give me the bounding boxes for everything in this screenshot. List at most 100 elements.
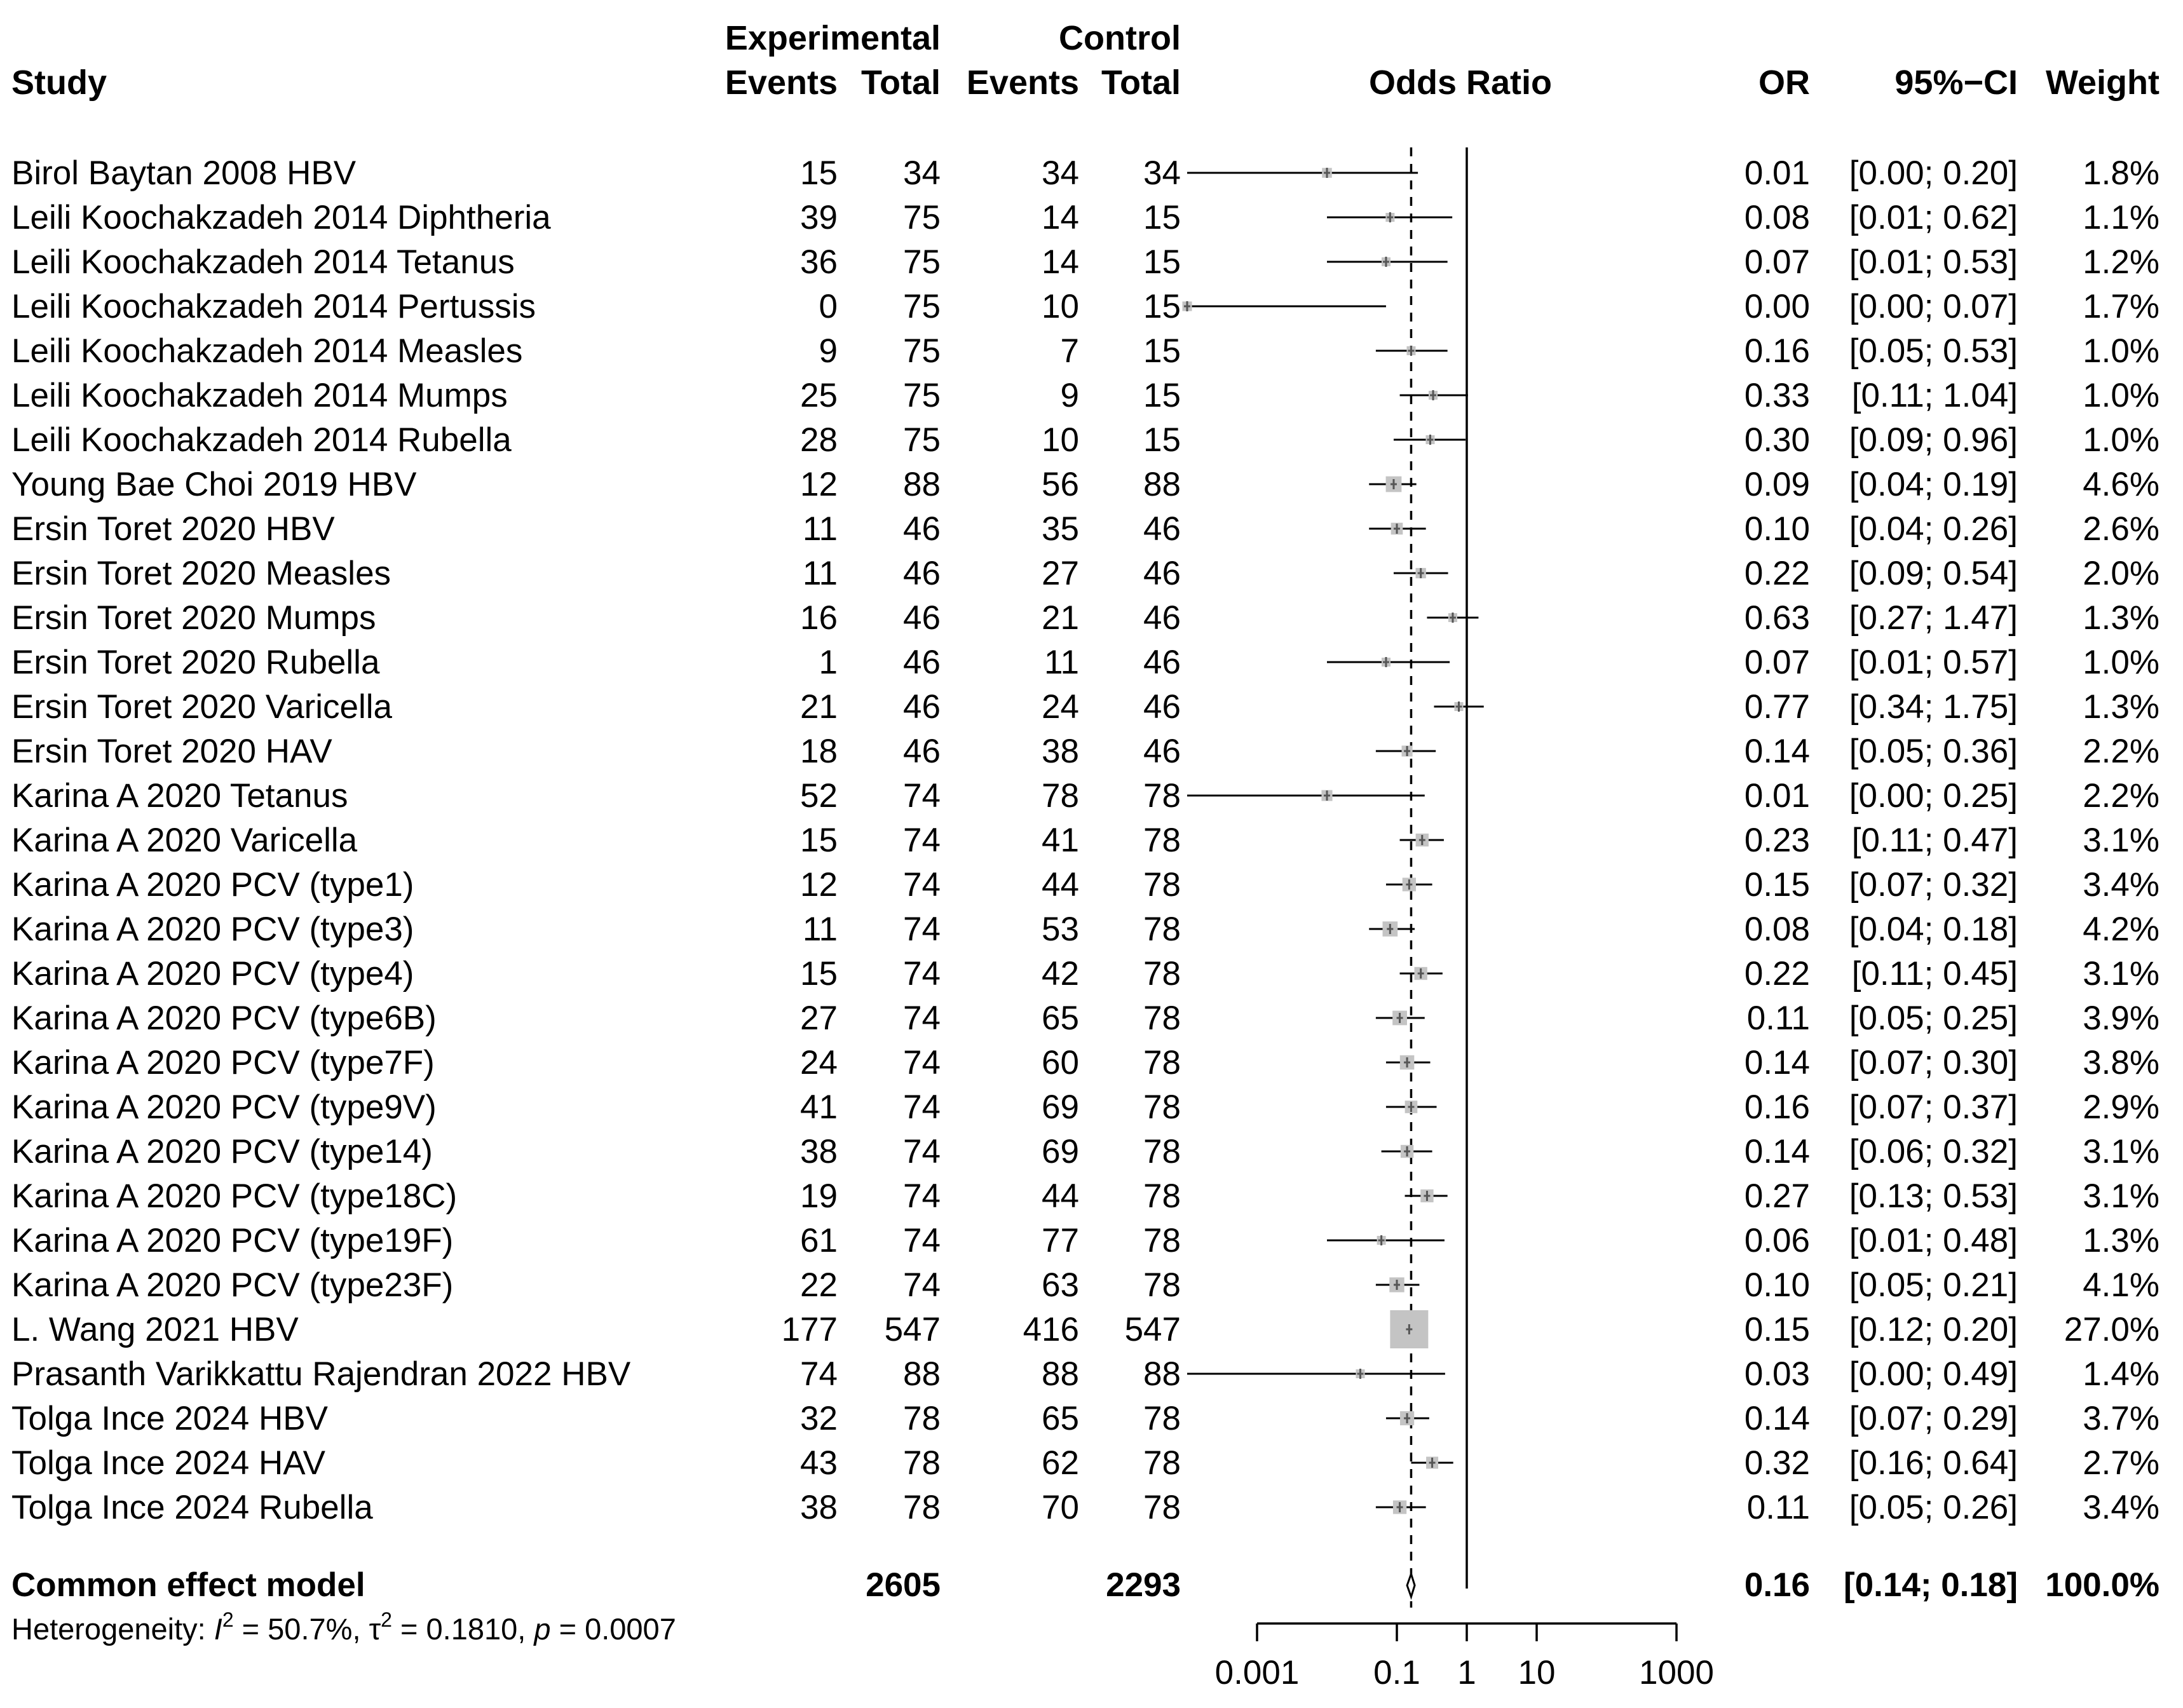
het-p-symbol: p — [533, 1612, 550, 1646]
exp-total: 46 — [903, 510, 941, 548]
x-tick-label: 0.001 — [1215, 1654, 1300, 1691]
ctrl-events: 14 — [1042, 199, 1079, 236]
ci-value: [0.27; 1.47] — [1849, 599, 2018, 637]
header-study: Study — [11, 64, 107, 102]
exp-total: 46 — [903, 644, 941, 681]
header-exp-events: Events — [725, 64, 838, 102]
ctrl-total: 88 — [1143, 466, 1181, 503]
study-row: L. Wang 2021 HBV 177 547 416 547 0.15 [0.12; 0… — [11, 1310, 2159, 1348]
study-name: Karina A 2020 PCV (type3) — [11, 911, 414, 948]
or-value: 0.08 — [1744, 199, 1810, 236]
ctrl-total: 15 — [1143, 332, 1181, 370]
ctrl-events: 42 — [1042, 955, 1079, 993]
weight-value: 2.9% — [2083, 1088, 2159, 1126]
exp-events: 21 — [800, 688, 838, 726]
or-value: 0.63 — [1744, 599, 1810, 637]
ci-value: [0.11; 0.47] — [1852, 822, 2018, 859]
exp-total: 46 — [903, 599, 941, 637]
weight-value: 2.6% — [2083, 510, 2159, 548]
ctrl-total: 15 — [1143, 377, 1181, 414]
study-name: L. Wang 2021 HBV — [11, 1311, 299, 1348]
weight-value: 1.3% — [2083, 688, 2159, 726]
ctrl-events: 69 — [1042, 1088, 1079, 1126]
ctrl-total: 78 — [1143, 911, 1181, 948]
ctrl-events: 69 — [1042, 1133, 1079, 1170]
study-name: Tolga Ince 2024 HAV — [11, 1444, 326, 1482]
ctrl-events: 14 — [1042, 243, 1079, 281]
study-row: Karina A 2020 PCV (type14) 38 74 69 78 0.14 [0… — [11, 1133, 2159, 1170]
exp-total: 88 — [903, 466, 941, 503]
ci-value: [0.01; 0.57] — [1849, 644, 2018, 681]
weight-value: 4.2% — [2083, 911, 2159, 948]
ctrl-total: 78 — [1143, 822, 1181, 859]
study-name: Leili Koochakzadeh 2014 Mumps — [11, 377, 508, 414]
header-odds-ratio: Odds Ratio — [1369, 64, 1552, 102]
ctrl-total: 46 — [1143, 599, 1181, 637]
weight-value: 1.8% — [2083, 154, 2159, 192]
ctrl-events: 65 — [1042, 1000, 1079, 1037]
or-value: 0.22 — [1744, 555, 1810, 592]
exp-total: 75 — [903, 421, 941, 459]
ci-value: [0.00; 0.49] — [1849, 1355, 2018, 1393]
study-row: Karina A 2020 PCV (type3) 11 74 53 78 0.08 [0.… — [11, 911, 2159, 948]
exp-total: 46 — [903, 688, 941, 726]
or-value: 0.14 — [1744, 733, 1810, 770]
ctrl-events: 416 — [1023, 1311, 1079, 1348]
ctrl-total: 78 — [1143, 1177, 1181, 1215]
study-name: Ersin Toret 2020 Measles — [11, 555, 391, 592]
ci-value: [0.04; 0.26] — [1849, 510, 2018, 548]
header: Study Experimental Control Events Total … — [11, 19, 2159, 102]
pooled-row: Common effect model 2605 2293 0.16 [0.14… — [11, 1566, 2159, 1604]
study-name: Leili Koochakzadeh 2014 Measles — [11, 332, 522, 370]
study-name: Karina A 2020 PCV (type4) — [11, 955, 414, 993]
heterogeneity-text: Heterogeneity: I2 = 50.7%, τ2 = 0.1810, … — [11, 1608, 676, 1646]
weight-value: 3.9% — [2083, 1000, 2159, 1037]
weight-value: 3.1% — [2083, 1177, 2159, 1215]
study-row: Tolga Ince 2024 HBV 32 78 65 78 0.14 [0.07; 0.… — [11, 1400, 2159, 1437]
or-value: 0.11 — [1747, 1489, 1810, 1526]
ctrl-total: 88 — [1143, 1355, 1181, 1393]
ci-value: [0.07; 0.30] — [1849, 1044, 2018, 1081]
exp-total: 75 — [903, 288, 941, 325]
exp-events: 1 — [819, 644, 838, 681]
study-name: Karina A 2020 PCV (type18C) — [11, 1177, 457, 1215]
ctrl-total: 78 — [1143, 955, 1181, 993]
or-value: 0.23 — [1744, 822, 1810, 859]
study-row: Ersin Toret 2020 Varicella 21 46 24 46 0.77 [0… — [11, 688, 2159, 726]
exp-total: 75 — [903, 199, 941, 236]
ctrl-events: 38 — [1042, 733, 1079, 770]
exp-events: 19 — [800, 1177, 838, 1215]
ctrl-total: 78 — [1143, 777, 1181, 815]
study-name: Leili Koochakzadeh 2014 Rubella — [11, 421, 512, 459]
exp-events: 38 — [800, 1489, 838, 1526]
ctrl-events: 10 — [1042, 421, 1079, 459]
study-row: Tolga Ince 2024 HAV 43 78 62 78 0.32 [0.16; 0.… — [11, 1444, 2159, 1482]
or-value: 0.16 — [1744, 1088, 1810, 1126]
ci-value: [0.00; 0.20] — [1849, 154, 2018, 192]
header-exp-total: Total — [861, 64, 941, 102]
header-ci: 95%−CI — [1894, 64, 2018, 102]
ci-value: [0.04; 0.18] — [1849, 911, 2018, 948]
weight-value: 2.2% — [2083, 777, 2159, 815]
exp-events: 9 — [819, 332, 838, 370]
study-row: Karina A 2020 PCV (type7F) 24 74 60 78 0.14 [0… — [11, 1044, 2159, 1081]
study-name: Ersin Toret 2020 Mumps — [11, 599, 376, 637]
ci-value: [0.12; 0.20] — [1849, 1311, 2018, 1348]
ctrl-events: 34 — [1042, 154, 1079, 192]
study-name: Prasanth Varikkattu Rajendran 2022 HBV — [11, 1355, 631, 1393]
ci-value: [0.01; 0.62] — [1849, 199, 2018, 236]
ci-value: [0.00; 0.25] — [1849, 777, 2018, 815]
pooled-exp-total: 2605 — [866, 1566, 941, 1604]
pooled-ci: [0.14; 0.18] — [1844, 1566, 2018, 1604]
ctrl-total: 78 — [1143, 1222, 1181, 1259]
study-name: Karina A 2020 PCV (type7F) — [11, 1044, 435, 1081]
exp-events: 12 — [800, 866, 838, 904]
ctrl-events: 56 — [1042, 466, 1079, 503]
exp-total: 78 — [903, 1489, 941, 1526]
study-name: Leili Koochakzadeh 2014 Tetanus — [11, 243, 515, 281]
exp-events: 74 — [800, 1355, 838, 1393]
exp-total: 74 — [903, 1266, 941, 1304]
exp-total: 74 — [903, 911, 941, 948]
study-row: Leili Koochakzadeh 2014 Pertussis 0 75 10 15… — [11, 288, 2159, 325]
exp-total: 74 — [903, 1222, 941, 1259]
